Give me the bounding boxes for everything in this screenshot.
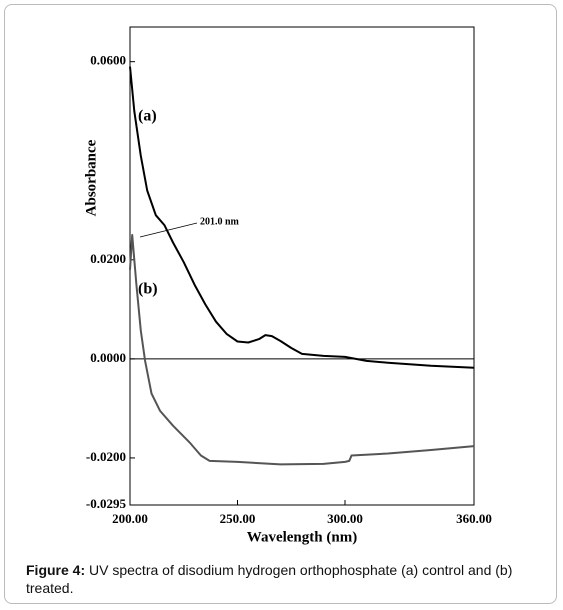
x-tick-label: 300.00: [327, 511, 363, 526]
caption-text: UV spectra of disodium hydrogen orthopho…: [26, 562, 513, 596]
y-tick-label: 0.0600: [90, 53, 126, 68]
x-axis-label: Wavelength (nm): [247, 529, 357, 545]
annotation-leader: [139, 222, 198, 238]
y-tick-label: -0.0200: [86, 449, 126, 464]
caption-label: Figure 4:: [26, 562, 86, 578]
y-tick-label: 0.0000: [90, 350, 126, 365]
x-tick-label: 360.00: [456, 511, 492, 526]
annotation: 201.0 nm: [200, 216, 240, 227]
y-axis-label: Absorbance: [83, 139, 99, 216]
x-tick-label: 250.00: [220, 511, 256, 526]
spectrum-line: [129, 234, 475, 466]
annotation: (b): [138, 281, 158, 298]
spectrum-line: [129, 66, 475, 369]
caption: Figure 4: UV spectra of disodium hydroge…: [26, 561, 541, 597]
figure-frame: [4, 4, 557, 604]
x-tick-label: 200.00: [112, 511, 148, 526]
chart: Absorbance Wavelength (nm) (a) (b) 201.0…: [83, 26, 492, 545]
annotation: (a): [138, 108, 157, 125]
y-tick-label: -0.0295: [86, 496, 127, 511]
y-tick-label: 0.0200: [90, 251, 126, 266]
